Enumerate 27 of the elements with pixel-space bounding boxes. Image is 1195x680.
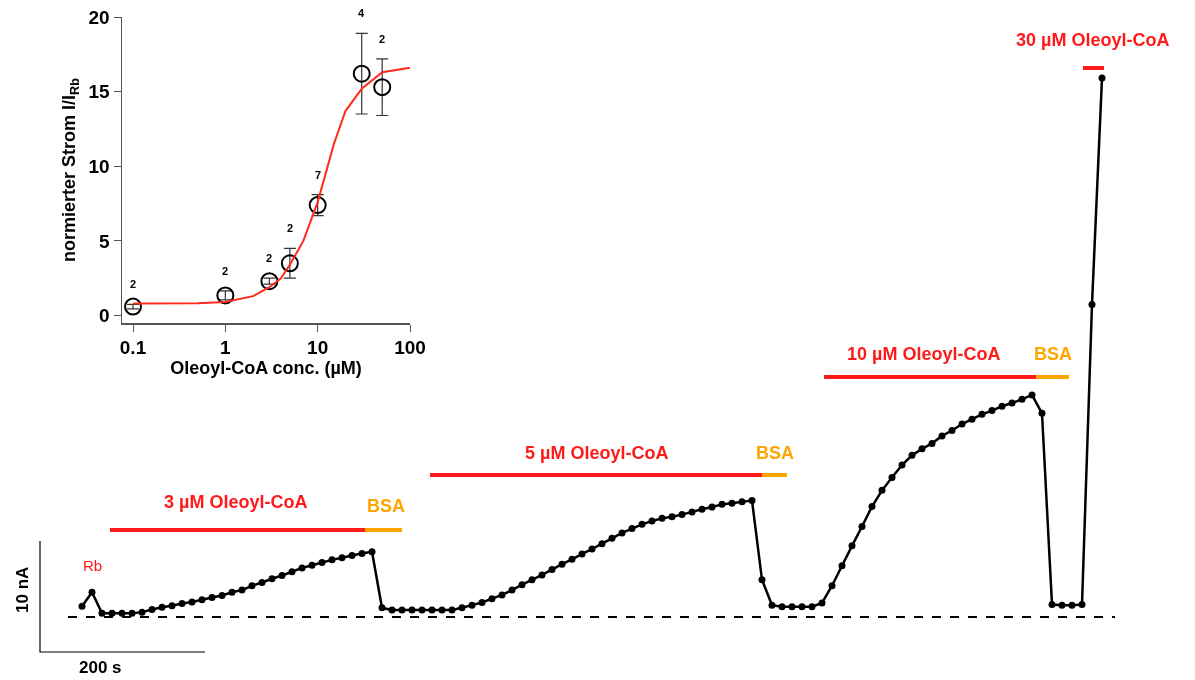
- annotation: 2: [287, 222, 294, 234]
- annotation: 7: [315, 169, 322, 181]
- annotation: 2: [130, 278, 137, 290]
- annotation: BSA: [367, 496, 406, 516]
- y-tick-label: 5: [99, 230, 111, 252]
- x-tick-label: 1: [220, 337, 232, 359]
- x-tick-label: 100: [394, 337, 426, 359]
- y-tick-label: 15: [88, 81, 111, 103]
- annotation: 2: [222, 265, 229, 277]
- text: 10 nA: [13, 566, 32, 613]
- y-tick-label: 10: [88, 155, 110, 177]
- text: 30 µM Oleoyl-CoA: [1016, 30, 1170, 50]
- annotation: Rb: [83, 557, 103, 574]
- x-axis-title: Oleoyl-CoA conc. (µM): [170, 358, 362, 379]
- annotation: 4: [358, 7, 365, 19]
- annotation: 10 µM Oleoyl-CoA: [847, 344, 1001, 364]
- x-tick-label: 10: [307, 337, 329, 359]
- y-tick-label: 20: [88, 6, 110, 28]
- x-tick-label: 0.1: [119, 337, 147, 359]
- annotation: BSA: [1034, 344, 1073, 364]
- annotation: 2: [266, 252, 273, 264]
- annotation: 2: [379, 33, 386, 45]
- y-tick-label: 0: [99, 305, 110, 327]
- annotation: 3 µM Oleoyl-CoA: [164, 492, 308, 512]
- text: 200 s: [79, 658, 122, 677]
- annotation: BSA: [756, 443, 795, 463]
- annotation: 5 µM Oleoyl-CoA: [525, 443, 669, 463]
